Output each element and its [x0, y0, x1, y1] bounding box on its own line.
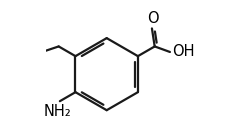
Text: OH: OH: [171, 44, 194, 59]
Text: NH₂: NH₂: [44, 104, 71, 119]
Text: O: O: [146, 11, 158, 26]
